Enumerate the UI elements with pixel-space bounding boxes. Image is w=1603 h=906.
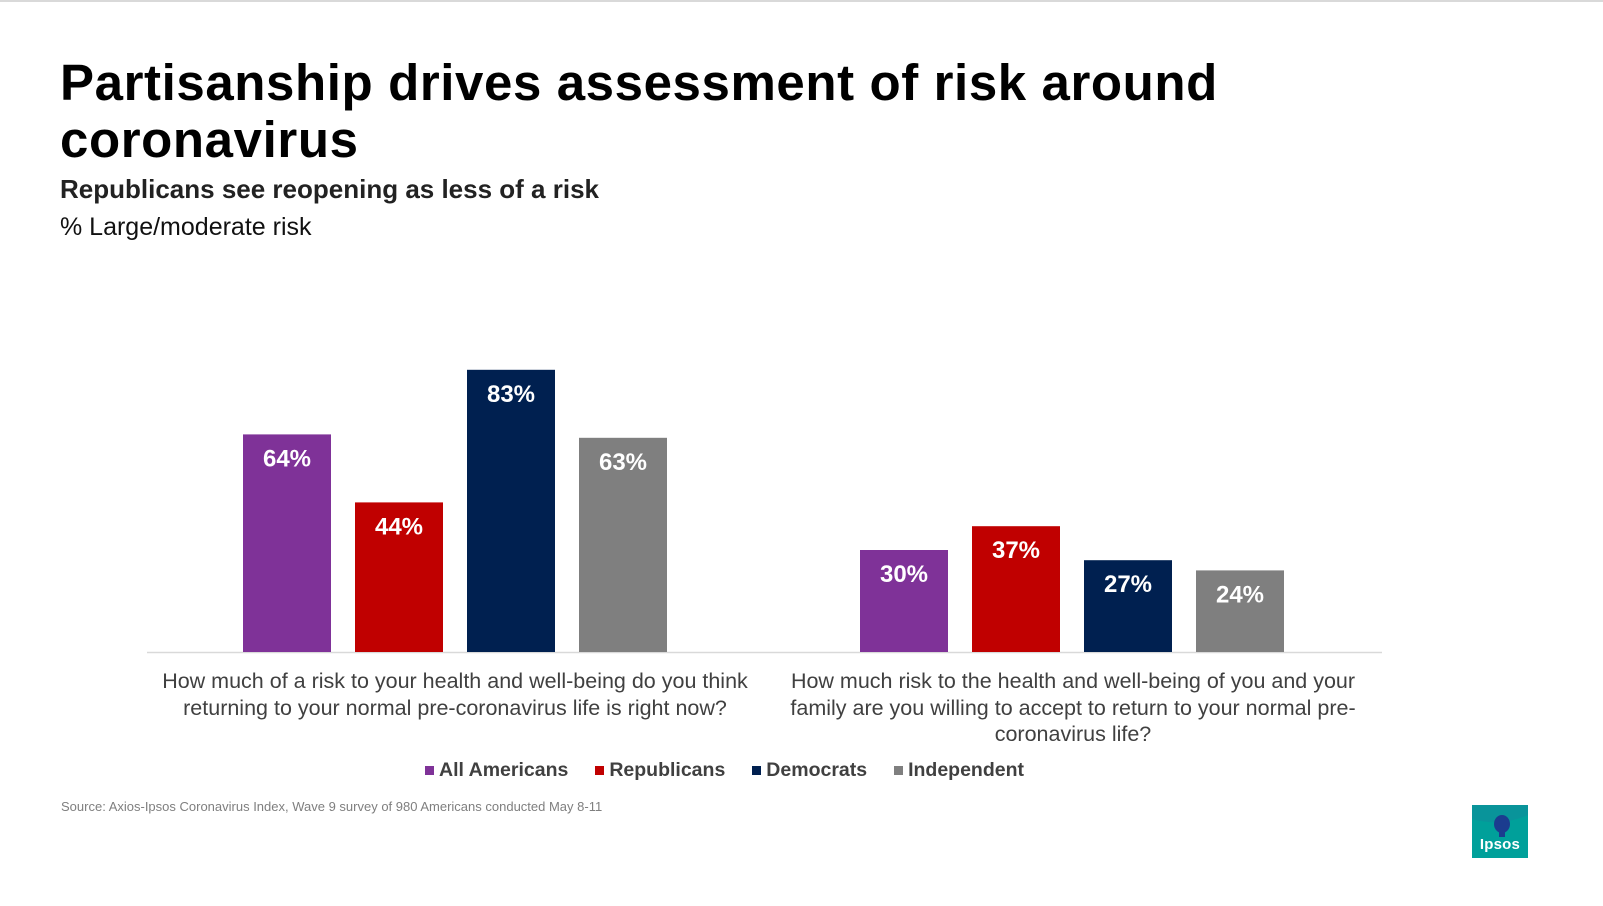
legend-label-republicans: Republicans bbox=[609, 759, 726, 781]
ipsos-logo-text: Ipsos bbox=[1479, 836, 1521, 853]
chart-legend: All Americans Republicans Democrats Inde… bbox=[425, 759, 1051, 782]
legend-label-all-americans: All Americans bbox=[439, 759, 569, 781]
page-title: Partisanship drives assessment of risk a… bbox=[60, 54, 1218, 168]
category-label-2: How much risk to the health and well-bei… bbox=[790, 669, 1356, 746]
legend-item-independent: Independent bbox=[894, 759, 1024, 782]
data-label-democrats-q2: 27% bbox=[1104, 571, 1152, 598]
bar-independent-q1 bbox=[579, 437, 667, 652]
legend-swatch-republicans bbox=[595, 766, 605, 775]
legend-item-all-americans: All Americans bbox=[425, 759, 568, 782]
legend-item-republicans: Republicans bbox=[595, 759, 725, 782]
page-subtitle: Republicans see reopening as less of a r… bbox=[60, 174, 599, 204]
bar-independent-q2 bbox=[1196, 570, 1284, 652]
legend-swatch-all-americans bbox=[425, 766, 434, 775]
data-label-democrats-q1: 83% bbox=[487, 381, 535, 408]
legend-item-democrats: Democrats bbox=[752, 759, 867, 782]
bar-republicans-q2 bbox=[972, 526, 1060, 652]
bar-republicans-q1 bbox=[355, 502, 443, 652]
data-label-all-americans-q2: 30% bbox=[880, 561, 928, 588]
source-note: Source: Axios-Ipsos Coronavirus Index, W… bbox=[61, 799, 603, 814]
data-label-all-americans-q1: 64% bbox=[263, 445, 311, 472]
legend-label-democrats: Democrats bbox=[766, 759, 868, 781]
bar-all-americans-q2 bbox=[860, 550, 948, 652]
data-label-republicans-q1: 44% bbox=[375, 513, 423, 540]
legend-swatch-democrats bbox=[752, 766, 762, 775]
ipsos-logo: Ipsos bbox=[1472, 805, 1528, 858]
legend-swatch-independent bbox=[894, 766, 904, 775]
bar-democrats-q1 bbox=[467, 369, 555, 652]
data-label-independent-q2: 24% bbox=[1216, 581, 1264, 608]
top-rule bbox=[0, 0, 1603, 2]
data-label-republicans-q2: 37% bbox=[992, 537, 1040, 564]
legend-label-independent: Independent bbox=[908, 759, 1025, 781]
measure-label: % Large/moderate risk bbox=[60, 213, 312, 241]
ipsos-logo-mark bbox=[1472, 805, 1528, 858]
data-label-independent-q1: 63% bbox=[599, 449, 647, 476]
bar-all-americans-q1 bbox=[243, 434, 331, 652]
category-label-1: How much of a risk to your health and we… bbox=[162, 669, 748, 720]
bar-democrats-q2 bbox=[1084, 560, 1172, 652]
